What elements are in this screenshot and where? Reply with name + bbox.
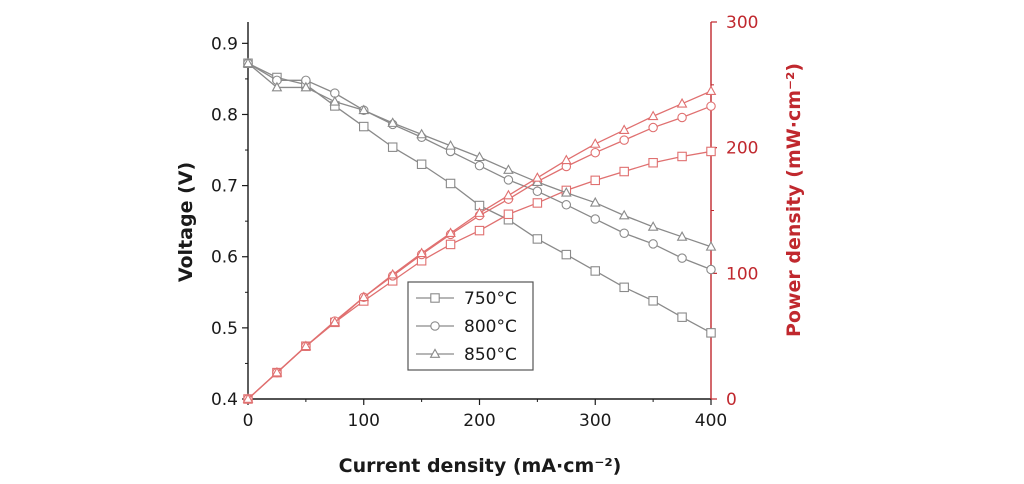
power-point-750C: [590, 175, 600, 186]
y-left-tick-label: 0.9: [211, 34, 238, 54]
power-point-800C: [590, 147, 600, 158]
y-left-tick-label: 0.8: [211, 105, 238, 125]
power-point-850C: [300, 340, 312, 351]
y-axis-left-label: Voltage (V): [175, 162, 197, 282]
power-point-850C: [416, 247, 427, 258]
power-series-850C: [242, 85, 717, 403]
voltage-point-850C: [445, 140, 456, 150]
legend-marker: [430, 321, 440, 331]
power-point-750C: [532, 198, 543, 208]
power-point-750C: [474, 225, 485, 236]
voltage-point-800C: [532, 186, 543, 197]
y-left-tick-label: 0.6: [211, 248, 238, 268]
voltage-point-750C: [358, 121, 369, 132]
x-tick-label: 300: [579, 411, 611, 431]
voltage-point-850C: [329, 95, 341, 106]
x-tick-label: 0: [243, 411, 254, 431]
voltage-point-800C: [561, 200, 572, 210]
voltage-point-750C: [706, 328, 716, 338]
power-point-750C: [445, 239, 456, 250]
y-left-tick-label: 0.7: [211, 177, 238, 197]
x-tick-label: 200: [463, 411, 495, 431]
y-left-tick-label: 0.4: [211, 390, 238, 410]
power-point-800C: [677, 112, 687, 123]
power-point-850C: [503, 189, 514, 200]
y-right-tick-label: 100: [726, 264, 758, 284]
power-point-850C: [618, 124, 630, 134]
power-point-800C: [648, 122, 658, 133]
power-point-850C: [271, 366, 283, 377]
voltage-point-800C: [706, 264, 716, 275]
x-tick-label: 100: [348, 411, 380, 431]
voltage-point-750C: [387, 142, 398, 152]
power-point-850C: [242, 393, 254, 403]
voltage-point-850C: [647, 221, 659, 231]
x-tick-label: 400: [695, 411, 727, 431]
voltage-point-850C: [474, 151, 485, 162]
voltage-point-750C: [677, 312, 687, 322]
voltage-point-850C: [387, 117, 399, 127]
power-point-850C: [705, 85, 717, 96]
voltage-point-850C: [705, 241, 717, 251]
voltage-point-800C: [590, 214, 600, 224]
power-point-750C: [648, 157, 658, 168]
legend: 750°C 800°C 850°C: [407, 281, 534, 371]
power-point-850C: [358, 291, 370, 302]
power-point-800C: [706, 101, 716, 111]
power-point-850C: [445, 227, 456, 238]
voltage-point-750C: [445, 178, 456, 189]
power-point-850C: [589, 138, 601, 148]
voltage-point-750C: [619, 282, 629, 293]
power-point-750C: [706, 146, 716, 157]
voltage-point-850C: [676, 231, 688, 241]
voltage-series-850C: [242, 57, 717, 251]
legend-label: 850°C: [464, 345, 517, 365]
power-point-750C: [677, 151, 687, 162]
y-left-tick-label: 0.5: [211, 319, 238, 339]
power-point-850C: [474, 207, 485, 217]
voltage-series-800C: [243, 58, 716, 275]
voltage-point-750C: [590, 266, 600, 276]
series-group: [242, 57, 717, 404]
voltage-point-800C: [648, 239, 658, 249]
voltage-point-850C: [300, 81, 312, 92]
y-right-tick-label: 0: [726, 390, 737, 410]
voltage-point-850C: [358, 104, 370, 115]
legend-marker: [430, 293, 440, 303]
voltage-point-850C: [416, 128, 427, 139]
y-right-tick-label: 200: [726, 139, 758, 159]
power-point-800C: [619, 135, 629, 145]
y-axis-right-label: Power density (mW·cm⁻²): [783, 63, 805, 337]
legend-marker: [429, 348, 441, 358]
legend-label: 800°C: [464, 317, 517, 337]
voltage-point-850C: [560, 186, 572, 197]
voltage-point-750C: [532, 234, 543, 244]
voltage-point-800C: [677, 253, 687, 263]
power-point-850C: [329, 316, 341, 327]
voltage-point-750C: [561, 249, 572, 260]
voltage-point-800C: [619, 228, 629, 239]
tick-labels: 0 100 200 300 400 0.4 0.5 0.6 0.7 0.8 0.9 0 100 200 30…: [211, 13, 759, 431]
power-point-750C: [503, 209, 514, 220]
x-axis-label: Current density (mA·cm⁻²): [339, 455, 622, 477]
voltage-point-850C: [271, 81, 283, 92]
power-point-850C: [560, 154, 572, 165]
voltage-point-850C: [589, 196, 601, 207]
voltage-point-850C: [503, 164, 514, 174]
voltage-point-750C: [648, 296, 658, 306]
voltage-point-800C: [474, 160, 485, 171]
y-right-tick-label: 300: [726, 13, 758, 33]
legend-label: 750°C: [464, 289, 517, 309]
voltage-point-800C: [503, 175, 514, 185]
power-point-750C: [619, 166, 629, 177]
voltage-point-850C: [242, 57, 254, 68]
voltage-point-850C: [618, 209, 630, 220]
power-point-850C: [387, 268, 399, 279]
power-point-850C: [532, 172, 543, 182]
power-point-850C: [676, 97, 688, 108]
voltage-point-750C: [416, 159, 427, 170]
power-point-850C: [647, 110, 659, 121]
